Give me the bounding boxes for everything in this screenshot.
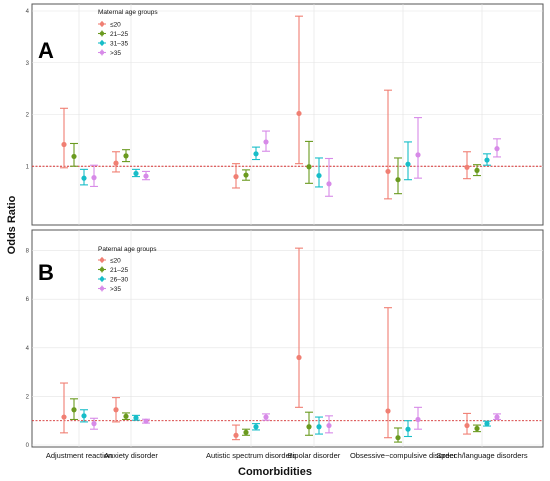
x-tick-label: Speech/language disorders: [436, 451, 528, 460]
point-estimate: [385, 168, 391, 175]
point-estimate: [71, 153, 77, 160]
legend-title-maternal: Maternal age groups: [98, 9, 158, 16]
point-estimate: [326, 422, 332, 429]
y-tick-label: 4: [26, 346, 30, 352]
legend-label: ≤20: [110, 257, 121, 264]
x-tick-label: Bipolar disorder: [288, 451, 341, 460]
legend-label: ≤20: [110, 21, 121, 28]
point-estimate: [474, 425, 480, 432]
x-tick-label: Obsessive−compulsive disorder: [350, 451, 457, 460]
point-estimate: [61, 414, 67, 420]
point-estimate: [296, 354, 302, 361]
legend-key-dot: [99, 21, 105, 27]
point-estimate: [484, 421, 490, 427]
point-estimate: [464, 164, 470, 170]
point-estimate: [81, 413, 87, 419]
legend-key-dot: [99, 50, 105, 55]
legend-key-dot: [99, 286, 105, 291]
legend-key-dot: [99, 257, 105, 263]
point-estimate: [306, 164, 312, 170]
y-tick-label: 1: [26, 164, 30, 170]
x-tick-label: Anxiety disorder: [104, 451, 158, 460]
point-estimate: [243, 429, 249, 435]
legend-title-paternal: Paternal age groups: [98, 246, 157, 253]
point-estimate: [61, 141, 67, 148]
point-estimate: [233, 174, 239, 180]
legend-maternal: Maternal age groups ≤20 21–25 31–35 >35: [98, 9, 158, 57]
panel-b-frame: [31, 229, 544, 448]
legend-label: 26–30: [110, 276, 128, 283]
point-estimate: [385, 408, 391, 414]
legend-label: >35: [110, 286, 121, 293]
legend-key-dot: [99, 31, 105, 36]
point-estimate: [143, 418, 149, 424]
legend-label: 21–25: [110, 31, 128, 38]
point-estimate: [405, 161, 411, 167]
point-estimate: [113, 160, 119, 166]
y-tick-label: 3: [26, 61, 30, 67]
point-estimate: [484, 157, 490, 163]
point-estimate: [253, 151, 259, 157]
y-axis-title: Odds Ratio: [6, 195, 18, 254]
point-estimate: [143, 173, 149, 179]
legend-key-dot: [99, 40, 105, 46]
panel-a: 1 2 3 4 A Maternal age groups ≤20 21–25 31–35…: [26, 3, 544, 226]
point-estimate: [243, 172, 249, 178]
point-estimate: [415, 152, 421, 158]
legend-label: >35: [110, 50, 121, 57]
point-estimate: [113, 407, 119, 413]
point-estimate: [133, 170, 139, 177]
point-estimate: [81, 175, 87, 181]
point-estimate: [494, 414, 500, 420]
point-estimate: [123, 413, 129, 419]
y-tick-label: 0: [26, 443, 30, 449]
point-estimate: [474, 167, 480, 173]
point-estimate: [91, 175, 97, 181]
point-estimate: [405, 426, 411, 432]
legend-key-dot: [99, 267, 105, 272]
legend-label: 31–35: [110, 40, 128, 47]
point-estimate: [296, 110, 302, 117]
point-estimate: [91, 421, 97, 427]
point-estimate: [326, 181, 332, 187]
x-tick-label: Autistic spectrum disorders: [206, 451, 296, 460]
point-estimate: [306, 424, 312, 430]
point-estimate: [263, 139, 269, 145]
x-axis-title: Comorbidities: [238, 466, 312, 478]
point-estimate: [233, 432, 239, 438]
point-estimate: [263, 414, 269, 420]
point-estimate: [123, 153, 129, 159]
point-estimate: [316, 172, 322, 179]
panel-b: 0 2 4 6 8 B Paternal age groups ≤20 21–25 26–3…: [26, 229, 544, 449]
panel-b-letter: B: [38, 260, 54, 285]
y-tick-label: 8: [26, 249, 30, 255]
point-estimate: [71, 407, 77, 413]
x-tick-label: Adjustment reaction: [46, 451, 112, 460]
legend-paternal: Paternal age groups ≤20 21–25 26–30 >35: [98, 246, 157, 293]
y-tick-label: 6: [26, 297, 30, 303]
point-estimate: [316, 424, 322, 430]
point-estimate: [395, 177, 401, 183]
y-tick-label: 4: [26, 9, 30, 15]
point-estimate: [464, 422, 470, 429]
legend-label: 21–25: [110, 267, 128, 274]
point-estimate: [133, 415, 139, 421]
y-tick-label: 2: [26, 113, 30, 119]
panel-a-letter: A: [38, 38, 54, 63]
legend-key-dot: [99, 276, 105, 282]
y-tick-label: 2: [26, 394, 30, 400]
point-estimate: [494, 146, 500, 152]
point-estimate: [415, 416, 421, 423]
point-estimate: [395, 435, 401, 441]
point-estimate: [253, 424, 259, 430]
